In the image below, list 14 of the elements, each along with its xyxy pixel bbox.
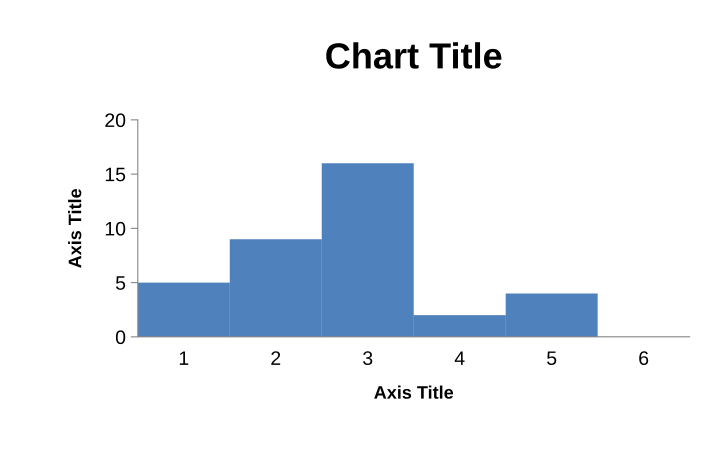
y-tick-label: 5 xyxy=(116,276,126,290)
x-tick-label: 3 xyxy=(363,351,372,366)
y-tick-label: 10 xyxy=(106,222,126,236)
y-tick-label: 15 xyxy=(106,168,126,182)
x-tick-label: 6 xyxy=(639,351,648,366)
x-tick-label: 4 xyxy=(454,351,465,365)
x-tick-label: 2 xyxy=(271,351,280,365)
x-tick-label: 1 xyxy=(180,351,188,365)
y-tick-label: 20 xyxy=(105,113,126,128)
x-tick-label: 5 xyxy=(547,351,556,366)
y-axis-title: Axis Title xyxy=(68,188,82,268)
chart-title: Chart Title xyxy=(326,42,502,69)
x-axis-title: Axis Title xyxy=(374,386,454,399)
y-tick-label: 0 xyxy=(116,330,126,344)
